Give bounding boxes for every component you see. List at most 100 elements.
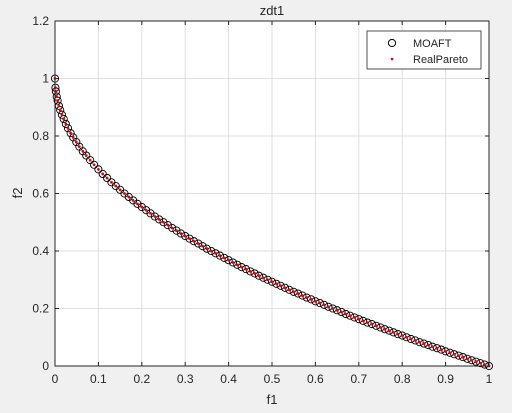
moaft-point xyxy=(441,347,450,356)
realpareto-point xyxy=(292,290,296,294)
moaft-point xyxy=(307,295,316,304)
realpareto-point xyxy=(392,330,395,334)
moaft-point xyxy=(463,354,472,363)
chart-title: zdt1 xyxy=(260,3,285,18)
realpareto-point xyxy=(214,251,217,255)
moaft-point xyxy=(402,333,411,342)
realpareto-point xyxy=(331,307,335,310)
realpareto-point xyxy=(144,208,148,212)
realpareto-point xyxy=(370,322,374,326)
realpareto-point xyxy=(105,176,109,180)
moaft-point xyxy=(415,338,424,347)
moaft-point xyxy=(280,283,290,292)
realpareto-point xyxy=(71,136,75,139)
realpareto-point xyxy=(77,145,81,149)
realpareto-point xyxy=(426,343,430,347)
realpareto-point xyxy=(205,247,209,251)
x-tick-label: 0.2 xyxy=(133,372,150,386)
moaft-point xyxy=(454,351,463,360)
realpareto-point xyxy=(478,361,482,365)
realpareto-point xyxy=(348,314,352,318)
realpareto-point xyxy=(413,339,417,342)
moaft-point xyxy=(94,165,103,174)
realpareto-point xyxy=(209,249,213,253)
moaft-point xyxy=(207,246,216,256)
realpareto-point xyxy=(60,113,64,117)
moaft-point xyxy=(419,339,428,348)
moaft-point xyxy=(480,360,489,369)
legend-box xyxy=(366,30,482,70)
realpareto-point xyxy=(235,263,239,267)
moaft-point xyxy=(341,309,350,319)
realpareto-point xyxy=(81,149,85,153)
realpareto-point xyxy=(374,324,378,328)
moaft-point xyxy=(324,302,333,311)
realpareto-point xyxy=(357,317,361,321)
realpareto-point xyxy=(474,360,478,364)
moaft-point xyxy=(263,275,272,284)
moaft-point xyxy=(320,300,329,309)
realpareto-point xyxy=(244,267,248,271)
moaft-point xyxy=(424,340,433,350)
moaft-point xyxy=(302,293,311,302)
moaft-point xyxy=(228,258,237,267)
realpareto-point xyxy=(283,286,287,290)
realpareto-point xyxy=(74,140,78,144)
moaft-point xyxy=(467,356,476,365)
realpareto-point xyxy=(127,195,131,199)
moaft-point xyxy=(168,223,177,233)
moaft-point xyxy=(215,251,224,260)
realpareto-point xyxy=(179,232,183,235)
moaft-point xyxy=(163,221,172,230)
realpareto-point xyxy=(97,167,100,171)
moaft-point xyxy=(155,215,164,224)
moaft-point xyxy=(276,281,285,290)
realpareto-point xyxy=(309,297,313,301)
realpareto-point xyxy=(188,237,191,241)
realpareto-point xyxy=(400,334,404,337)
realpareto-point xyxy=(101,172,105,176)
realpareto-point xyxy=(240,265,244,269)
y-tick-label: 1.2 xyxy=(32,14,49,28)
moaft-point xyxy=(359,316,368,325)
x-tick-label: 0.1 xyxy=(90,372,107,386)
moaft-point xyxy=(411,336,420,345)
moaft-point xyxy=(69,133,78,142)
moaft-point xyxy=(241,265,251,274)
realpareto-point xyxy=(279,284,283,288)
moaft-point xyxy=(181,231,190,241)
moaft-point xyxy=(393,330,402,339)
moaft-point xyxy=(285,285,294,294)
realpareto-point xyxy=(110,180,113,184)
moaft-point xyxy=(202,244,211,253)
moaft-point xyxy=(372,321,381,330)
realpareto-point xyxy=(270,280,274,284)
realpareto-point xyxy=(162,220,165,224)
moaft-point xyxy=(98,169,107,178)
realpareto-point xyxy=(470,358,474,362)
moaft-point xyxy=(61,119,70,128)
x-tick-label: 0.6 xyxy=(307,372,324,386)
moaft-point xyxy=(315,298,324,308)
realpareto-point xyxy=(69,131,73,135)
moaft-point xyxy=(376,323,385,332)
x-axis-label: f1 xyxy=(267,392,278,407)
realpareto-point xyxy=(257,274,261,278)
realpareto-point xyxy=(157,217,161,221)
moaft-point xyxy=(189,237,198,246)
moaft-point xyxy=(432,344,441,353)
realpareto-point xyxy=(353,316,356,319)
realpareto-point xyxy=(92,163,96,167)
moaft-point xyxy=(59,114,68,124)
realpareto-point xyxy=(183,234,187,238)
realpareto-point xyxy=(396,332,400,336)
realpareto-point xyxy=(227,258,231,262)
realpareto-point xyxy=(170,226,174,230)
realpareto-point xyxy=(461,355,465,359)
realpareto-point xyxy=(361,319,365,323)
x-tick-label: 1 xyxy=(486,372,493,386)
realpareto-point xyxy=(55,95,59,99)
realpareto-point xyxy=(88,158,92,162)
moaft-point xyxy=(437,345,446,354)
realpareto-point xyxy=(56,99,60,103)
